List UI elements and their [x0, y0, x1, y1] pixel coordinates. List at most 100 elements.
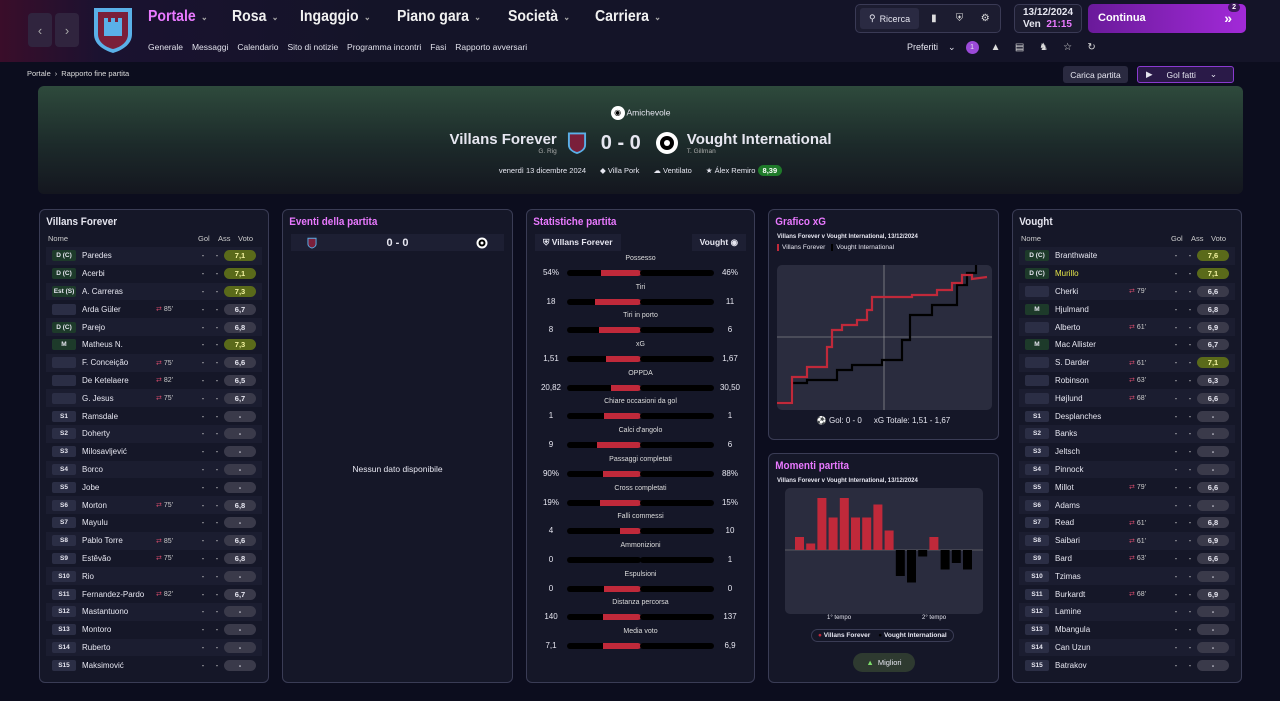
player-name[interactable]: Pinnock — [1055, 464, 1084, 474]
table-row[interactable]: Alberto ⇄ 61' - -6,9 — [1019, 318, 1235, 336]
table-row[interactable]: S13 Montoro - - - — [46, 621, 262, 639]
submenu-sito-notizie[interactable]: Sito di notizie — [287, 42, 339, 52]
table-row[interactable]: G. Jesus ⇄ 75' - -6,7 — [46, 389, 262, 408]
player-name[interactable]: Murillo — [1055, 269, 1079, 279]
date-display[interactable]: 13/12/2024 Ven 21:15 — [1014, 4, 1082, 33]
table-row[interactable]: De Ketelaere ⇄ 82' - -6,5 — [46, 372, 262, 390]
menu-piano-gara[interactable]: Piano gara ⌄ — [397, 8, 481, 26]
home-team-name[interactable]: Villans Forever — [449, 131, 557, 148]
submenu-calendario[interactable]: Calendario — [237, 42, 279, 52]
table-row[interactable]: M Mac Allister - -6,7 — [1019, 336, 1235, 354]
player-name[interactable]: Saibari — [1055, 536, 1080, 546]
table-row[interactable]: S15 Maksimović - - - — [46, 656, 262, 674]
menu-carriera[interactable]: Carriera ⌄ — [595, 8, 661, 26]
table-row[interactable]: S10 Tzimas - - - — [1019, 567, 1235, 586]
table-row[interactable]: D (C) Murillo - -7,1 — [1019, 265, 1235, 283]
table-row[interactable]: S14 Ruberto - - - — [46, 638, 262, 657]
table-row[interactable]: M Matheus N. - -7,3 — [46, 336, 262, 354]
notification-badge[interactable]: 1 — [965, 40, 979, 54]
menu-portale[interactable]: Portale ⌄ — [148, 8, 208, 26]
best-moments-button[interactable]: ▲ Migliori — [853, 653, 915, 672]
submenu-generale[interactable]: Generale — [148, 42, 183, 52]
table-row[interactable]: Højlund ⇄ 68' - -6,6 — [1019, 389, 1235, 408]
player-name[interactable]: Maksimović — [82, 660, 124, 670]
player-name[interactable]: Branthwaite — [1055, 251, 1098, 261]
load-match-button[interactable]: Carica partita — [1063, 66, 1128, 83]
player-name[interactable]: Cherki — [1055, 286, 1079, 296]
table-row[interactable]: S7 Read ⇄ 61' - -6,8 — [1019, 514, 1235, 532]
table-row[interactable]: D (C) Paredes - -7,1 — [46, 247, 262, 265]
table-row[interactable]: S2 Banks - - - — [1019, 424, 1235, 443]
player-name[interactable]: Fernandez-Pardo — [82, 589, 145, 599]
player-name[interactable]: Doherty — [82, 429, 111, 439]
player-name[interactable]: Mbangula — [1055, 625, 1091, 635]
table-row[interactable]: S12 Lamine - - - — [1019, 602, 1235, 621]
refresh-icon[interactable]: ↻ — [1087, 41, 1096, 53]
player-name[interactable]: Millot — [1055, 482, 1074, 492]
player-name[interactable]: Bard — [1055, 553, 1072, 563]
player-name[interactable]: De Ketelaere — [82, 375, 129, 385]
table-row[interactable]: S9 Bard ⇄ 63' - -6,6 — [1019, 550, 1235, 568]
player-name[interactable]: Mac Allister — [1055, 340, 1096, 350]
table-row[interactable]: S7 Mayulu - - - — [46, 514, 262, 532]
table-row[interactable]: S8 Pablo Torre ⇄ 85' - -6,6 — [46, 531, 262, 550]
player-name[interactable]: Morton — [82, 500, 107, 510]
player-name[interactable]: Jobe — [82, 482, 100, 492]
shirt-icon[interactable]: ▲ — [990, 41, 1001, 53]
back-button[interactable]: ‹ — [28, 13, 52, 47]
player-name[interactable]: Adams — [1055, 500, 1080, 510]
table-row[interactable]: S11 Fernandez-Pardo ⇄ 82' - -6,7 — [46, 585, 262, 603]
player-name[interactable]: A. Carreras — [82, 286, 123, 296]
table-row[interactable]: Arda Güler ⇄ 85' - -6,7 — [46, 300, 262, 318]
table-row[interactable]: S14 Can Uzun - - - — [1019, 638, 1235, 657]
player-name[interactable]: Acerbi — [82, 269, 105, 279]
player-of-match[interactable]: Álex Remiro — [714, 166, 756, 175]
player-name[interactable]: Pablo Torre — [82, 536, 123, 546]
player-name[interactable]: Banks — [1055, 429, 1078, 439]
player-name[interactable]: Borco — [82, 464, 103, 474]
submenu-fasi[interactable]: Fasi — [430, 42, 447, 52]
submenu-rapporto[interactable]: Rapporto avversari — [455, 42, 528, 52]
table-row[interactable]: S13 Mbangula - - - — [1019, 621, 1235, 639]
submenu-programma[interactable]: Programma incontri — [347, 42, 422, 52]
player-name[interactable]: Read — [1055, 518, 1075, 528]
submenu-messaggi[interactable]: Messaggi — [191, 42, 229, 52]
player-name[interactable]: Montoro — [82, 625, 112, 635]
player-name[interactable]: Desplanches — [1055, 411, 1102, 421]
player-name[interactable]: Matheus N. — [82, 340, 123, 350]
table-row[interactable]: D (C) Acerbi - -7,1 — [46, 265, 262, 283]
player-name[interactable]: Ruberto — [82, 642, 111, 652]
player-name[interactable]: Estêvão — [82, 553, 111, 563]
player-name[interactable]: Can Uzun — [1055, 642, 1091, 652]
player-name[interactable]: Arda Güler — [82, 304, 121, 314]
player-name[interactable]: Tzimas — [1055, 571, 1081, 581]
away-crest-icon[interactable] — [655, 131, 679, 155]
player-name[interactable]: Højlund — [1055, 393, 1083, 403]
player-name[interactable]: Mastantuono — [82, 607, 129, 617]
club-crest-icon[interactable] — [92, 6, 134, 54]
player-name[interactable]: Batrakov — [1055, 660, 1087, 670]
forward-button[interactable]: › — [55, 13, 79, 47]
player-name[interactable]: Hjulmand — [1055, 304, 1089, 314]
table-row[interactable]: S6 Adams - - - — [1019, 496, 1235, 514]
breadcrumb-root[interactable]: Portale — [27, 69, 51, 78]
player-name[interactable]: Alberto — [1055, 322, 1081, 332]
search-button[interactable]: ⚲ Ricerca — [860, 8, 920, 29]
table-row[interactable]: S1 Ramsdale - - - — [46, 407, 262, 425]
table-row[interactable]: S9 Estêvão ⇄ 75' - -6,8 — [46, 550, 262, 568]
player-name[interactable]: Mayulu — [82, 518, 108, 528]
player-name[interactable]: Robinson — [1055, 375, 1089, 385]
player-name[interactable]: G. Jesus — [82, 393, 114, 403]
table-row[interactable]: S8 Saibari ⇄ 61' - -6,9 — [1019, 531, 1235, 550]
menu-societa[interactable]: Società ⌄ — [508, 8, 570, 26]
chevron-down-icon[interactable]: ⌄ — [948, 41, 956, 52]
table-row[interactable]: M Hjulmand - -6,8 — [1019, 300, 1235, 318]
table-row[interactable]: Robinson ⇄ 63' - -6,3 — [1019, 372, 1235, 390]
player-name[interactable]: F. Conceição — [82, 358, 129, 368]
continue-button[interactable]: Continua » 2 — [1088, 3, 1246, 33]
table-row[interactable]: S4 Pinnock - - - — [1019, 460, 1235, 479]
table-row[interactable]: Cherki ⇄ 79' - -6,6 — [1019, 282, 1235, 301]
player-name[interactable]: Jeltsch — [1055, 447, 1080, 457]
gear-icon[interactable]: ⚙ — [980, 13, 990, 24]
table-row[interactable]: F. Conceição ⇄ 75' - -6,6 — [46, 353, 262, 372]
